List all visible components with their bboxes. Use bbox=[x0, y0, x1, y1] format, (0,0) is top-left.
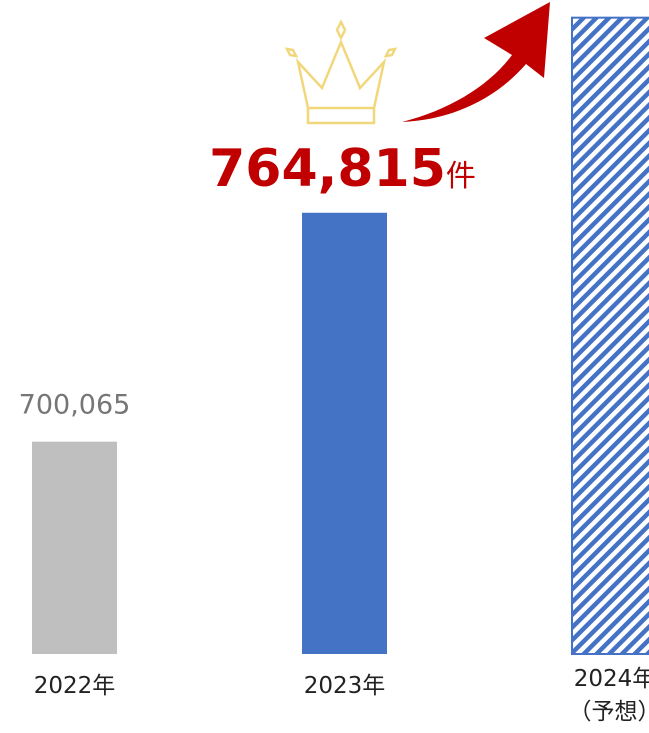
bar bbox=[302, 212, 387, 654]
bar bbox=[571, 16, 649, 656]
value-label: 700,065 bbox=[19, 390, 131, 421]
crown bbox=[284, 19, 398, 125]
x-tick-label: 2022年 bbox=[33, 673, 116, 699]
bar bbox=[32, 441, 117, 654]
x-tick-label: 2024年 （予想） bbox=[568, 666, 649, 725]
value-number: 764,815 bbox=[209, 139, 446, 199]
x-tick-label: 2023年 bbox=[303, 673, 386, 699]
value-label: 764,815件 bbox=[209, 139, 476, 199]
unit: 件 bbox=[446, 159, 476, 194]
trend-arrow bbox=[402, 2, 550, 122]
